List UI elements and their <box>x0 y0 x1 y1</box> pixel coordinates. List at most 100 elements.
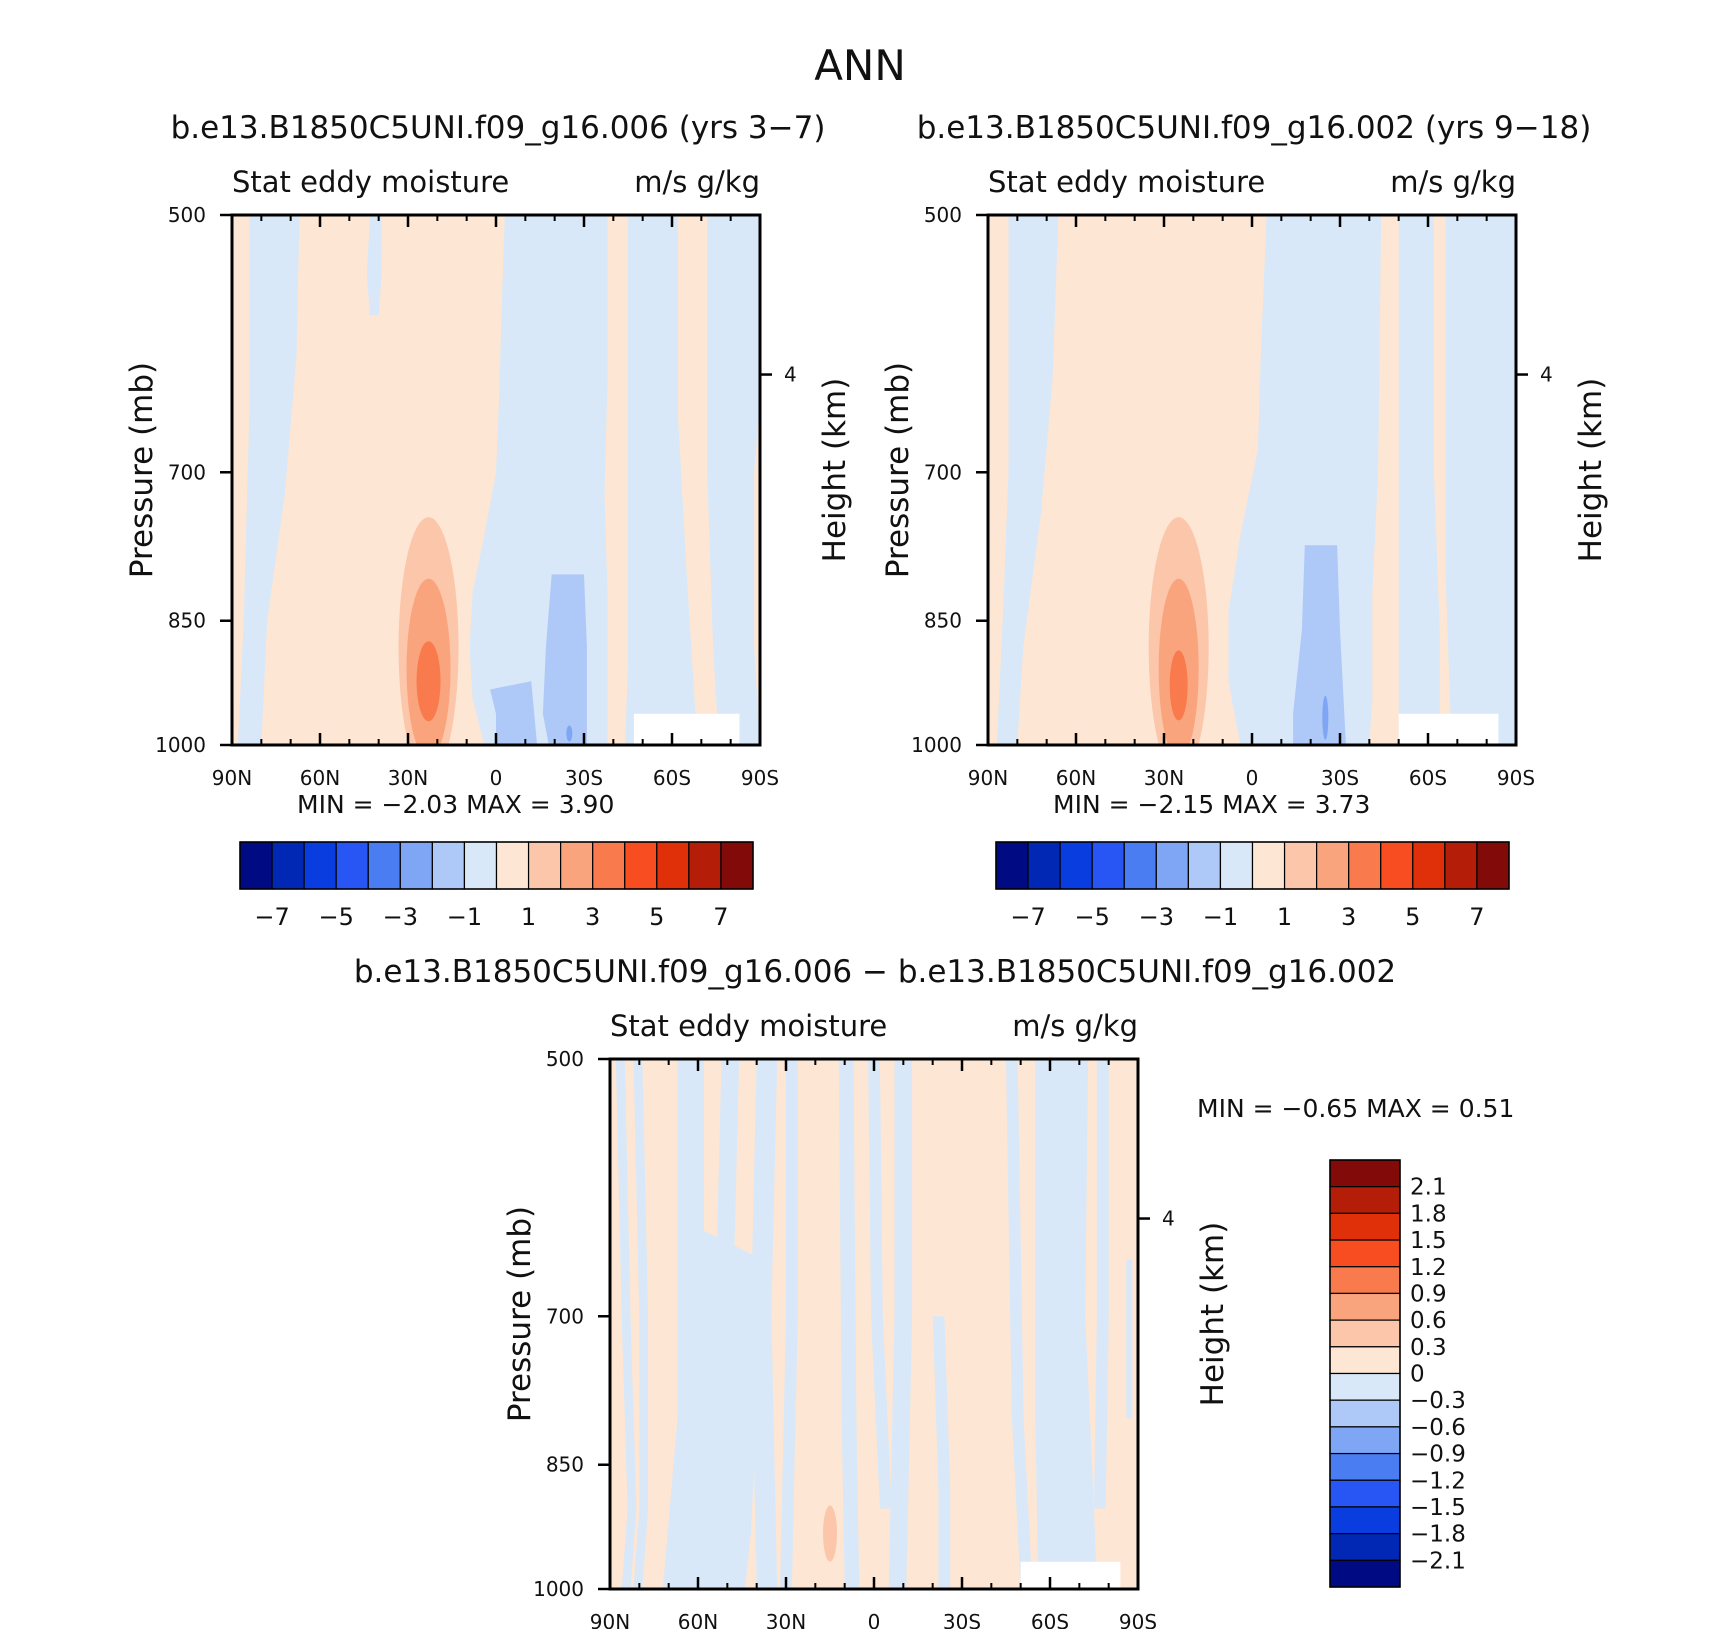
colorbar-box <box>1027 841 1061 890</box>
colorbar-label: −1.5 <box>1410 1495 1466 1521</box>
variable-label: Stat eddy moisture <box>988 165 1265 199</box>
colorbar-box <box>1091 841 1125 890</box>
negative-streak <box>750 1059 778 1589</box>
missing-data-area <box>1398 713 1499 745</box>
x-tick-label: 60N <box>678 1610 718 1629</box>
negative-streak <box>932 1316 951 1589</box>
figure-title: ANN <box>814 41 906 90</box>
variable-label: Stat eddy moisture <box>610 1009 887 1043</box>
y-tick-label: 500 <box>168 203 206 227</box>
x-tick-label: 90S <box>741 766 779 790</box>
colorbar-box <box>688 841 722 890</box>
colorbar-box <box>560 841 594 890</box>
colorbar-box <box>1329 1292 1401 1321</box>
colorbar-box <box>1329 1559 1401 1588</box>
negative-streak <box>1094 1059 1109 1509</box>
colorbar-box <box>1329 1399 1401 1428</box>
colorbar-box <box>335 841 369 890</box>
colorbar-label: −3 <box>1139 903 1174 931</box>
colorbar-label: 1.5 <box>1410 1228 1447 1254</box>
colorbar-label: 1.2 <box>1410 1255 1447 1281</box>
colorbar-box <box>1329 1186 1401 1214</box>
colorbar-label: 1 <box>1277 903 1292 931</box>
negative-streak <box>888 1059 913 1589</box>
missing-data-area <box>633 713 740 745</box>
min-max-readout: MIN = −2.15 MAX = 3.73 <box>1053 790 1370 819</box>
colorbar-frame <box>239 841 754 890</box>
colorbar-label: −3 <box>383 903 418 931</box>
negative-core <box>1293 545 1346 745</box>
colorbar-label: 0 <box>1410 1362 1425 1388</box>
min-value: −2.15 <box>1138 790 1223 819</box>
panel-case2: b.e13.B1850C5UNI.f09_g16.002 (yrs 9−18) S… <box>880 110 1609 931</box>
colorbar-label: −2.1 <box>1410 1548 1466 1574</box>
x-tick-label: 60S <box>1409 766 1447 790</box>
colorbar-box <box>1444 841 1478 890</box>
colorbar-box <box>720 841 754 890</box>
units-label: m/s g/kg <box>1390 165 1516 199</box>
min-label: MIN = <box>1197 1094 1282 1123</box>
panel-title: b.e13.B1850C5UNI.f09_g16.006 − b.e13.B18… <box>354 954 1396 990</box>
colorbar-box <box>1329 1346 1401 1375</box>
colorbar-label: −5 <box>1074 903 1109 931</box>
x-tick-label: 90S <box>1119 1610 1157 1629</box>
min-max-readout: MIN = −2.03 MAX = 3.90 <box>297 790 614 819</box>
colorbar-label: 5 <box>649 903 664 931</box>
colorbar-box <box>1329 1372 1401 1401</box>
negative-region-polar <box>1445 215 1516 745</box>
colorbar-box <box>1219 841 1254 890</box>
colorbar-box <box>303 841 337 890</box>
colorbar-label: 0.6 <box>1410 1308 1447 1334</box>
x-tick-label: 0 <box>1246 766 1259 790</box>
negative-streak <box>868 1059 892 1509</box>
colorbar-box <box>1329 1533 1401 1561</box>
min-label: MIN = <box>1053 790 1138 819</box>
variable-label: Stat eddy moisture <box>232 165 509 199</box>
x-tick-label: 30N <box>1144 766 1184 790</box>
colorbar-frame <box>1329 1159 1401 1588</box>
colorbar-label: −1.8 <box>1410 1522 1466 1548</box>
positive-peak <box>823 1505 837 1562</box>
x-tick-label: 0 <box>490 766 503 790</box>
max-value: 0.51 <box>1459 1094 1515 1123</box>
x-tick-label: 90N <box>212 766 252 790</box>
y-axis-title: Pressure (mb) <box>880 362 916 578</box>
colorbar-box <box>1329 1319 1401 1348</box>
colorbar-box <box>367 841 401 890</box>
y2-axis-title: Height (km) <box>817 378 853 563</box>
contour-field <box>610 1059 1138 1589</box>
colorbar-box <box>1476 841 1510 890</box>
colorbar-box <box>1329 1426 1401 1455</box>
y2-tick-label: 4 <box>1162 1207 1175 1231</box>
colorbar-box <box>399 841 433 890</box>
negative-peak <box>566 725 573 742</box>
colorbar-box <box>592 841 626 890</box>
colorbar-box <box>1187 841 1222 890</box>
colorbar-box <box>527 841 562 890</box>
contour-field <box>988 215 1516 745</box>
max-label: MAX = <box>1222 790 1315 819</box>
x-tick-label: 90N <box>590 1610 630 1629</box>
x-tick-label: 60S <box>1031 1610 1069 1629</box>
panel-title: b.e13.B1850C5UNI.f09_g16.002 (yrs 9−18) <box>917 110 1592 146</box>
colorbar-label: −7 <box>1010 903 1045 931</box>
x-tick-label: 30S <box>1321 766 1359 790</box>
y-axis-title: Pressure (mb) <box>124 362 160 578</box>
y-axis-title: Pressure (mb) <box>502 1206 538 1422</box>
y-tick-label: 850 <box>168 609 206 633</box>
y2-tick-label: 4 <box>784 363 797 387</box>
negative-region-southern <box>1398 215 1440 745</box>
colorbar-box <box>1155 841 1189 890</box>
max-value: 3.73 <box>1315 790 1371 819</box>
colorbar-box <box>1329 1479 1401 1508</box>
y2-axis-title: Height (km) <box>1195 1222 1231 1407</box>
negative-region-tropics <box>1228 215 1382 745</box>
negative-streak <box>615 1059 637 1589</box>
colorbar-label: −0.3 <box>1410 1388 1466 1414</box>
panel-diff: b.e13.B1850C5UNI.f09_g16.006 − b.e13.B18… <box>354 954 1515 1629</box>
y-tick-label: 850 <box>546 1453 584 1477</box>
negative-streak <box>1126 1259 1133 1419</box>
y-tick-label: 850 <box>924 609 962 633</box>
colorbar-label: 3 <box>1341 903 1356 931</box>
